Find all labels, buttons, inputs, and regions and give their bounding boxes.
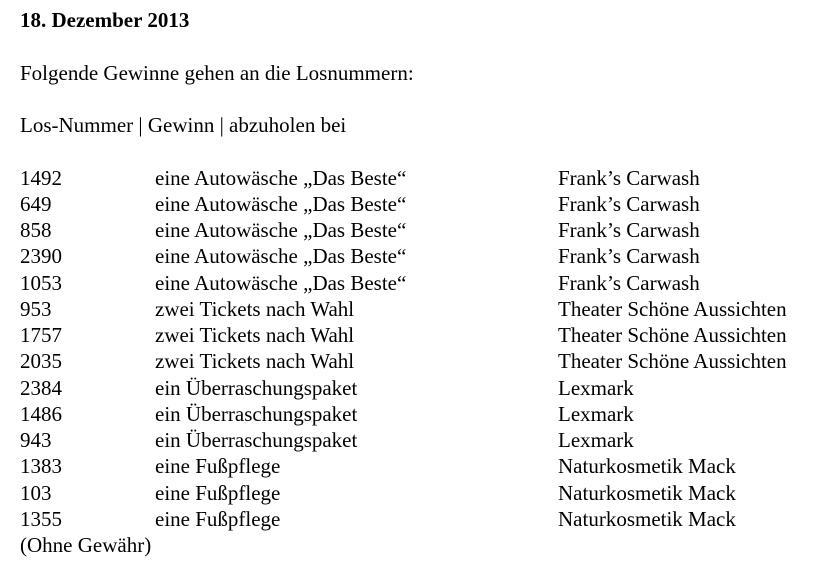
prize-row: 1355 eine Fußpflege Naturkosmetik Mack <box>20 506 828 532</box>
ticket-number: 1053 <box>20 270 62 295</box>
prize: zwei Tickets nach Wahl <box>155 323 355 347</box>
prize-row: 943 ein Überraschungspaket Lexmark <box>20 427 828 453</box>
pickup-location: Lexmark <box>558 375 634 400</box>
prize: eine Fußpflege <box>155 506 281 531</box>
prize-list: 1492 eine Autowäsche „Das Beste“ Frank’s C… <box>20 165 828 533</box>
column-header: Los-Nummer | Gewinn | abzuholen bei <box>20 113 347 137</box>
pickup-location: Naturkosmetik Mack <box>558 506 736 531</box>
ticket-number: 1355 <box>20 506 62 531</box>
prize: zwei Tickets nach Wahl <box>155 296 355 321</box>
prize-row: 1383 eine Fußpflege Naturkosmetik Mack <box>20 453 828 479</box>
prize-row: 1757 zwei Tickets nach Wahl Theater Schöne… <box>20 322 828 348</box>
document-title: 18. Dezember 2013 <box>20 8 190 32</box>
prize: zwei Tickets nach Wahl <box>155 349 355 374</box>
prize-row: 953 zwei Tickets nach Wahl Theater Schöne … <box>20 296 828 322</box>
prize-row: 1486 ein Überraschungspaket Lexmark <box>20 401 828 427</box>
ticket-number: 1383 <box>20 454 62 479</box>
ticket-number: 2035 <box>20 349 62 374</box>
intro-text: Folgende Gewinne gehen an die Losnummern… <box>20 60 414 85</box>
ticket-number: 1757 <box>20 323 62 347</box>
prize: eine Autowäsche „Das Beste“ <box>155 244 407 269</box>
pickup-location: Theater Schöne Aussichten <box>558 296 787 321</box>
ticket-number: 953 <box>20 296 52 321</box>
pickup-location: Naturkosmetik Mack <box>558 454 736 479</box>
prize-row: 2035 zwei Tickets nach Wahl Theater Schöne… <box>20 348 828 374</box>
prize: eine Autowäsche „Das Beste“ <box>155 191 407 216</box>
prize: eine Fußpflege <box>155 454 281 479</box>
pickup-location: Frank’s Carwash <box>558 244 700 269</box>
pickup-location: Theater Schöne Aussichten <box>558 349 787 374</box>
pickup-location: Frank’s Carwash <box>558 191 700 216</box>
prize-row: 103 eine Fußpflege Naturkosmetik Mack <box>20 480 828 506</box>
ticket-number: 858 <box>20 218 52 242</box>
pickup-location: Frank’s Carwash <box>558 218 700 242</box>
prize: ein Überraschungspaket <box>155 375 358 400</box>
prize: eine Autowäsche „Das Beste“ <box>155 165 407 190</box>
ticket-number: 2390 <box>20 244 62 269</box>
prize: ein Überraschungspaket <box>155 428 358 452</box>
prize-row: 1492 eine Autowäsche „Das Beste“ Frank’s C… <box>20 165 828 191</box>
prize: ein Überraschungspaket <box>155 401 358 426</box>
pickup-location: Naturkosmetik Mack <box>558 480 736 505</box>
prize-row: 2390 eine Autowäsche „Das Beste“ Frank’s C… <box>20 243 828 269</box>
ticket-number: 943 <box>20 428 52 452</box>
prize: eine Autowäsche „Das Beste“ <box>155 270 407 295</box>
prize: eine Autowäsche „Das Beste“ <box>155 218 407 242</box>
ticket-number: 1492 <box>20 165 62 190</box>
prize-row: 649 eine Autowäsche „Das Beste“ Frank’s Ca… <box>20 191 828 217</box>
prize: eine Fußpflege <box>155 480 281 505</box>
ticket-number: 2384 <box>20 375 62 400</box>
ticket-number: 103 <box>20 480 52 505</box>
prize-row: 858 eine Autowäsche „Das Beste“ Frank’s Ca… <box>20 217 828 243</box>
prize-row: 1053 eine Autowäsche „Das Beste“ Frank’s C… <box>20 270 828 296</box>
pickup-location: Frank’s Carwash <box>558 270 700 295</box>
prize-row: 2384 ein Überraschungspaket Lexmark <box>20 375 828 401</box>
footer-note: (Ohne Gewähr) <box>20 533 152 557</box>
pickup-location: Lexmark <box>558 401 634 426</box>
pickup-location: Lexmark <box>558 428 634 452</box>
pickup-location: Theater Schöne Aussichten <box>558 323 787 347</box>
ticket-number: 1486 <box>20 401 62 426</box>
pickup-location: Frank’s Carwash <box>558 165 700 190</box>
ticket-number: 649 <box>20 191 52 216</box>
